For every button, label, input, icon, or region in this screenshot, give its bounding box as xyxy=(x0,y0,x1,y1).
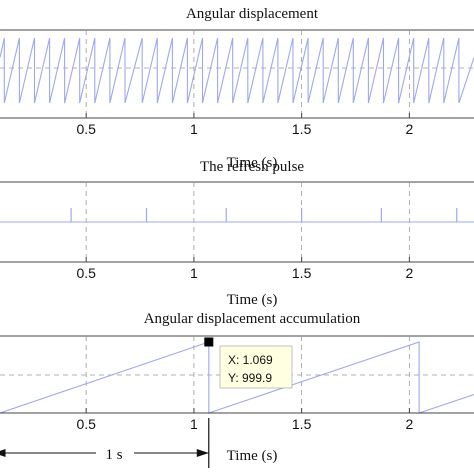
x-tick-label: 1.5 xyxy=(292,265,312,281)
arrowhead-left xyxy=(0,449,6,457)
x-tick-label: 1 xyxy=(190,265,198,281)
panel-angular-displacement: Angular displacement 0.5 1 1.5 2 Time (s) xyxy=(0,6,474,171)
chart-title: Angular displacement accumulation xyxy=(144,311,361,327)
arrowhead-right xyxy=(196,449,209,457)
datatip-y: Y: 999.9 xyxy=(228,371,272,385)
series xyxy=(0,341,474,414)
x-tick-label: 1.5 xyxy=(292,416,312,432)
x-axis: 0.5 1 1.5 2 xyxy=(76,113,413,137)
x-axis: 0.5 1 1.5 2 xyxy=(76,408,413,432)
x-tick-label: 0.5 xyxy=(76,416,96,432)
x-tick-label: 0.5 xyxy=(76,121,96,137)
chart-title: Angular displacement xyxy=(186,6,319,22)
datatip[interactable]: X: 1.069 Y: 999.9 xyxy=(204,337,293,389)
interval-label: 1 s xyxy=(105,447,122,463)
x-tick-label: 1.5 xyxy=(292,121,312,137)
x-axis-label: Time (s) xyxy=(227,448,278,464)
series-line-angular-displacement xyxy=(0,37,474,104)
x-tick-label: 1 xyxy=(190,416,198,432)
datatip-marker[interactable] xyxy=(204,337,214,347)
x-axis-label: Time (s) xyxy=(227,155,278,171)
chart-title: The refresh pulse xyxy=(200,159,304,175)
x-tick-label: 2 xyxy=(405,121,413,137)
panel-angular-displacement-accumulation: Angular displacement accumulation 0.5 1 1.… xyxy=(0,311,474,468)
interval-annotation: 1 s xyxy=(0,418,210,468)
series-line-accumulation xyxy=(0,341,474,414)
series xyxy=(0,208,474,223)
datatip-x: X: 1.069 xyxy=(228,353,273,367)
x-axis: 0.5 1 1.5 2 xyxy=(76,257,413,281)
grid xyxy=(0,29,474,118)
x-tick-label: 2 xyxy=(405,416,413,432)
x-tick-label: 2 xyxy=(405,265,413,281)
x-axis-label: Time (s) xyxy=(227,292,278,308)
datatip-box xyxy=(219,345,293,389)
x-tick-label: 1 xyxy=(190,121,198,137)
panel-refresh-pulse: The refresh pulse 0.5 1 1.5 2 Time (s) xyxy=(0,159,474,308)
series xyxy=(0,37,474,104)
x-tick-label: 0.5 xyxy=(76,265,96,281)
interval-label-bg xyxy=(96,444,134,462)
